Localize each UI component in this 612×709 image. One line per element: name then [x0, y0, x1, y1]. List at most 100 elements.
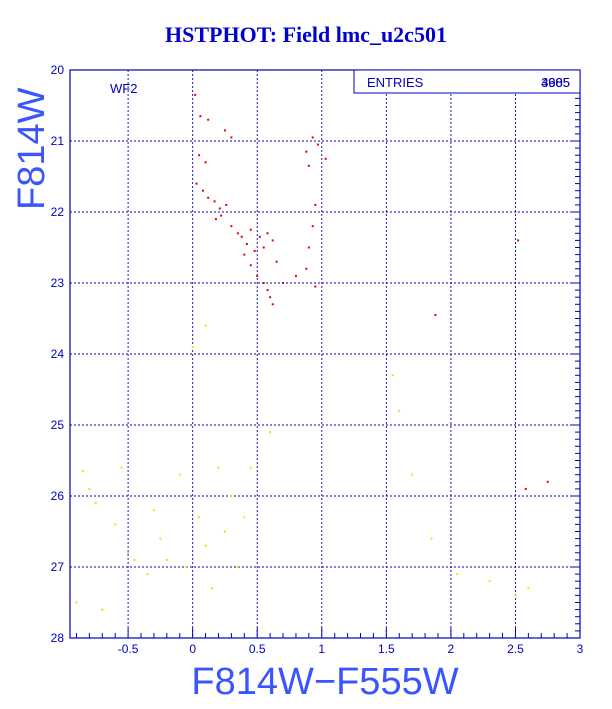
- data-point: [307, 164, 310, 167]
- data-point: [269, 431, 272, 434]
- y-tick-label: 21: [51, 134, 65, 148]
- data-point: [249, 228, 252, 231]
- data-point: [266, 289, 269, 292]
- data-point: [269, 296, 272, 299]
- data-point: [185, 566, 188, 568]
- data-point: [311, 225, 314, 228]
- data-point: [249, 466, 252, 469]
- data-point: [204, 161, 207, 164]
- data-point: [230, 225, 233, 228]
- y-tick-label: 23: [51, 276, 65, 290]
- data-point: [178, 473, 181, 476]
- x-tick-label: 1.5: [378, 642, 395, 656]
- data-point: [398, 409, 401, 412]
- data-point: [266, 232, 269, 235]
- data-point: [249, 264, 252, 267]
- data-point: [517, 239, 520, 242]
- data-point: [262, 246, 265, 249]
- data-point: [311, 136, 314, 139]
- data-point: [223, 530, 226, 533]
- data-point: [213, 200, 216, 203]
- y-tick-label: 28: [51, 631, 65, 645]
- data-point: [217, 466, 220, 469]
- data-point: [305, 150, 308, 153]
- data-point: [220, 214, 223, 217]
- data-point: [546, 480, 549, 483]
- data-point: [201, 189, 204, 192]
- data-point: [245, 242, 248, 245]
- y-tick-label: 22: [51, 205, 65, 219]
- x-tick-label: -0.5: [118, 642, 139, 656]
- data-point: [527, 587, 530, 590]
- data-point: [120, 466, 123, 469]
- data-point: [198, 516, 201, 519]
- data-point: [294, 274, 297, 277]
- data-point: [133, 558, 136, 561]
- y-tick-label: 25: [51, 418, 65, 432]
- data-point: [430, 537, 433, 540]
- data-point: [243, 516, 246, 519]
- data-point: [314, 285, 317, 288]
- data-point: [230, 136, 233, 139]
- data-point: [88, 487, 91, 490]
- stats-box-frame: [353, 69, 581, 94]
- data-point: [211, 587, 214, 590]
- data-point: [456, 573, 459, 576]
- data-point: [230, 495, 233, 497]
- data-point: [114, 523, 117, 526]
- data-point: [307, 246, 310, 249]
- axis-ticks: [75, 69, 581, 639]
- data-point: [194, 93, 197, 96]
- data-point: [165, 558, 168, 561]
- data-point: [524, 487, 527, 490]
- data-point: [214, 218, 217, 221]
- data-point: [191, 345, 194, 348]
- x-tick-label: 0: [189, 642, 196, 656]
- data-point: [316, 143, 319, 146]
- stats-box-value-1: 3985: [541, 75, 570, 90]
- x-tick-label: 3: [577, 642, 584, 656]
- data-point: [391, 374, 394, 377]
- x-axis-title: F814W−F555W: [191, 661, 458, 703]
- data-point: [218, 207, 221, 210]
- stats-box-label: ENTRIES: [367, 75, 424, 90]
- data-points: [75, 93, 549, 611]
- y-tick-label: 20: [51, 63, 65, 77]
- data-point: [258, 235, 261, 238]
- stats-box: ENTRIES 3985 4605: [353, 69, 581, 94]
- data-point: [411, 473, 414, 476]
- data-point: [253, 250, 256, 253]
- data-point: [198, 154, 201, 157]
- data-point: [101, 608, 104, 611]
- data-point: [204, 544, 207, 547]
- data-point: [127, 551, 130, 554]
- tick-labels: -0.5 0 0.5 1 1.5 2 2.5 3 20 21 22 23 24 25 26 27 28: [51, 63, 584, 656]
- data-point: [204, 324, 207, 327]
- data-point: [314, 203, 317, 206]
- data-point: [94, 502, 97, 505]
- data-point: [514, 594, 517, 597]
- data-point: [243, 253, 246, 256]
- data-point: [207, 118, 210, 121]
- y-tick-label: 24: [51, 347, 65, 361]
- x-tick-label: 2: [448, 642, 455, 656]
- data-point: [146, 573, 149, 576]
- panel-annotation: WF2: [110, 81, 137, 96]
- data-point: [488, 580, 491, 583]
- grid-lines: [70, 70, 580, 638]
- data-point: [207, 196, 210, 199]
- y-axis-title: F814W: [11, 87, 53, 210]
- data-point: [324, 157, 327, 160]
- data-point: [236, 232, 239, 235]
- chart-title: HSTPHOT: Field lmc_u2c501: [165, 22, 447, 47]
- y-tick-label: 27: [51, 560, 65, 574]
- data-point: [159, 537, 162, 540]
- stats-box-value-2: 4605: [541, 75, 570, 90]
- data-point: [262, 282, 265, 284]
- data-point: [434, 313, 437, 316]
- data-point: [236, 566, 239, 568]
- y-tick-label: 26: [51, 489, 65, 503]
- data-point: [256, 274, 259, 277]
- data-point: [199, 115, 202, 118]
